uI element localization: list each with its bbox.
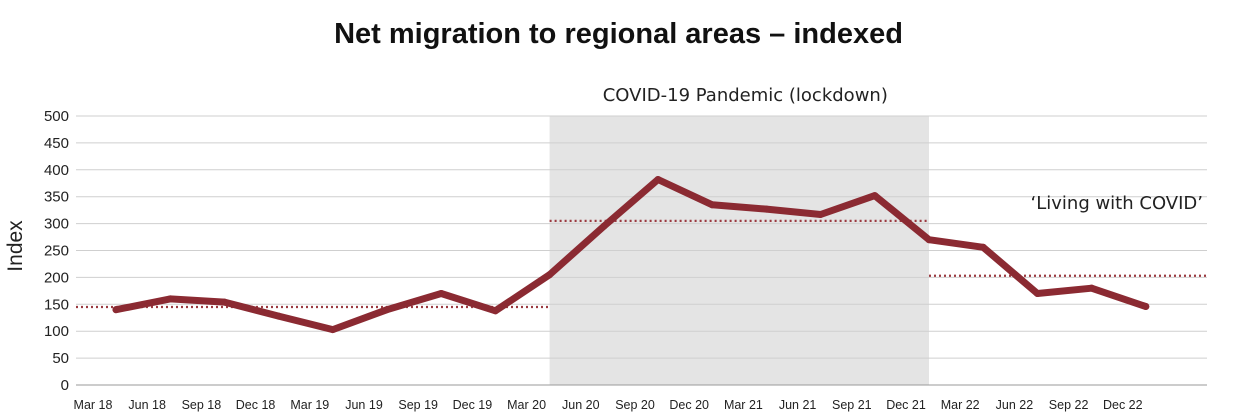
y-tick-label: 150 — [44, 296, 69, 313]
y-tick-label: 500 — [44, 108, 69, 125]
data-point — [546, 271, 554, 279]
data-point — [1142, 302, 1150, 310]
data-point — [762, 205, 770, 213]
data-point — [979, 243, 987, 251]
data-point — [166, 295, 174, 303]
x-tick-label: Jun 19 — [345, 398, 383, 412]
y-tick-label: 0 — [61, 377, 69, 394]
data-point — [654, 175, 662, 183]
x-tick-label: Mar 22 — [941, 398, 980, 412]
annotations: COVID-19 Pandemic (lockdown) ‘Living with… — [603, 85, 1203, 214]
x-tick-label: Jun 20 — [562, 398, 600, 412]
data-point — [275, 312, 283, 320]
x-tick-label: Mar 19 — [290, 398, 329, 412]
y-axis-title: Index — [4, 220, 27, 272]
y-tick-label: 100 — [44, 323, 69, 340]
living-with-covid-label: ‘Living with COVID’ — [1031, 193, 1204, 214]
data-point — [1033, 290, 1041, 298]
x-tick-label: Dec 22 — [1103, 398, 1143, 412]
y-tick-label: 450 — [44, 135, 69, 152]
x-tick-label: Dec 19 — [453, 398, 493, 412]
x-tick-label: Sep 21 — [832, 398, 872, 412]
data-point — [437, 290, 445, 298]
data-point — [871, 192, 879, 200]
x-tick-label: Dec 21 — [886, 398, 926, 412]
data-point — [817, 210, 825, 218]
x-tick-label: Dec 20 — [669, 398, 709, 412]
data-point — [112, 306, 120, 314]
x-tick-label: Jun 18 — [128, 398, 166, 412]
y-tick-label: 400 — [44, 162, 69, 179]
x-tick-label: Sep 20 — [615, 398, 655, 412]
data-point — [925, 236, 933, 244]
data-point — [329, 326, 337, 334]
x-tick-label: Sep 19 — [398, 398, 438, 412]
chart-title: Net migration to regional areas – indexe… — [334, 18, 903, 50]
y-tick-label: 250 — [44, 243, 69, 260]
data-point — [1088, 284, 1096, 292]
data-point — [708, 201, 716, 209]
reference-lines — [76, 219, 1207, 309]
x-tick-label: Jun 22 — [996, 398, 1034, 412]
data-point — [220, 298, 228, 306]
x-tick-label: Mar 18 — [74, 398, 113, 412]
y-tick-label: 50 — [52, 350, 69, 367]
series-layer — [112, 175, 1150, 334]
y-tick-label: 200 — [44, 269, 69, 286]
x-tick-labels: Mar 18 Jun 18 Sep 18 Dec 18 Mar 19 Jun 19 Sep … — [74, 398, 1143, 412]
x-tick-label: Jun 21 — [779, 398, 817, 412]
x-tick-label: Sep 18 — [182, 398, 222, 412]
y-tick-labels: 0 50 100 150 200 250 300 350 400 450 500 — [44, 108, 69, 394]
y-tick-label: 350 — [44, 189, 69, 206]
x-tick-label: Mar 21 — [724, 398, 763, 412]
data-point — [383, 306, 391, 314]
x-tick-label: Dec 18 — [236, 398, 276, 412]
y-tick-label: 300 — [44, 216, 69, 233]
series-line — [112, 176, 1150, 334]
data-point — [491, 307, 499, 315]
data-point — [600, 222, 608, 230]
shaded-region-label: COVID-19 Pandemic (lockdown) — [603, 85, 888, 106]
x-tick-label: Mar 20 — [507, 398, 546, 412]
x-tick-label: Sep 22 — [1049, 398, 1089, 412]
